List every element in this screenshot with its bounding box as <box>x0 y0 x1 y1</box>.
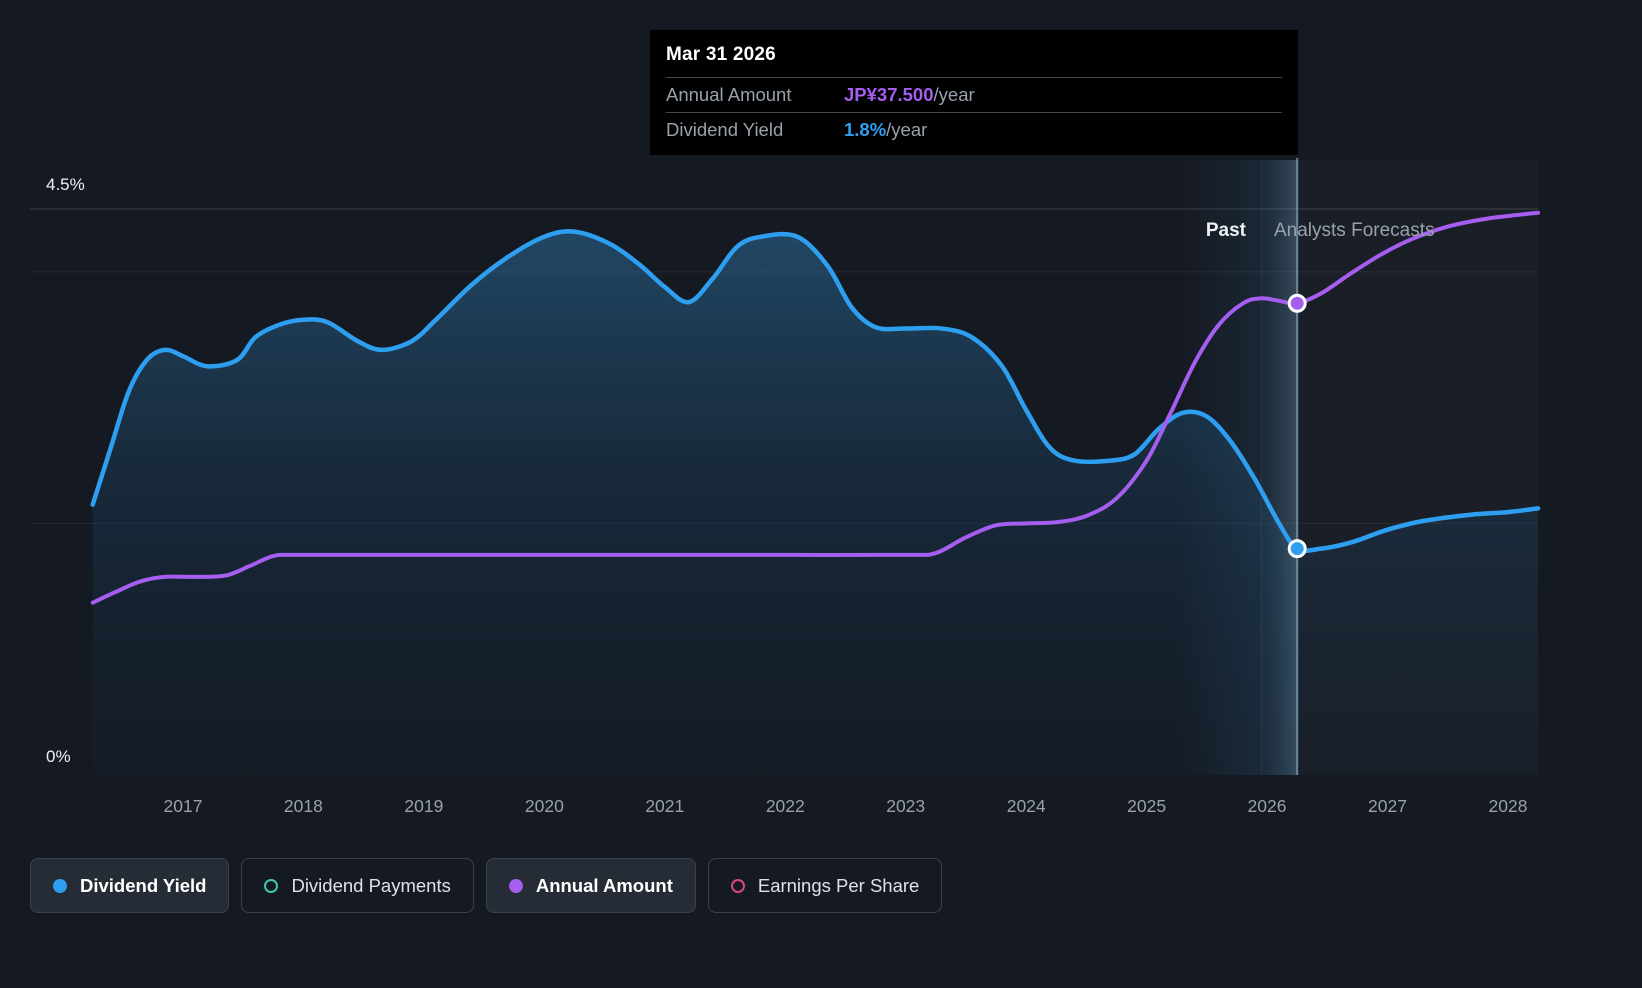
x-tick-2028: 2028 <box>1488 796 1528 816</box>
x-tick-2026: 2026 <box>1247 796 1287 816</box>
tooltip-value-suffix: /year <box>886 119 928 140</box>
legend-marker-dividend-yield-icon <box>53 878 67 893</box>
marker-dividend-yield[interactable] <box>1287 539 1307 559</box>
dividend-yield-line <box>90 229 1541 553</box>
legend-item-earnings-per-share[interactable]: Earnings Per Share <box>707 858 943 913</box>
legend-item-label: Dividend Yield <box>80 874 207 896</box>
tooltip-label: Dividend Yield <box>666 119 784 140</box>
chart-legend: Dividend Yield Dividend Payments Annual Am… <box>30 858 943 913</box>
legend-item-dividend-yield[interactable]: Dividend Yield <box>30 858 230 913</box>
x-tick-2018: 2018 <box>283 796 323 816</box>
tooltip-value-suffix: /year <box>933 84 975 105</box>
tooltip-value: 1.8% <box>844 119 887 140</box>
y-axis-label-bottom: 0% <box>46 747 71 766</box>
y-axis-label-top: 4.5% <box>46 175 85 194</box>
x-tick-2027: 2027 <box>1368 796 1407 816</box>
chart-tooltip: Mar 31 2026 Annual Amount JP¥37.500/year… <box>650 30 1298 155</box>
hover-highlight-band <box>1176 160 1298 775</box>
x-tick-2021: 2021 <box>645 796 685 816</box>
marker-annual-amount[interactable] <box>1287 293 1307 313</box>
legend-item-dividend-payments[interactable]: Dividend Payments <box>241 858 474 913</box>
x-tick-2023: 2023 <box>886 796 926 816</box>
x-tick-2019: 2019 <box>404 796 444 816</box>
past-label: Past <box>1205 220 1246 241</box>
tooltip-label: Annual Amount <box>666 84 792 105</box>
legend-item-annual-amount[interactable]: Annual Amount <box>485 858 696 913</box>
legend-item-label: Earnings Per Share <box>757 874 920 896</box>
tooltip-row-annual-amount: Annual Amount JP¥37.500/year <box>666 77 1282 112</box>
x-tick-2022: 2022 <box>765 796 805 816</box>
legend-marker-annual-amount-icon <box>508 878 523 893</box>
tooltip-row-dividend-yield: Dividend Yield 1.8%/year <box>666 112 1282 147</box>
legend-marker-dividend-payments-icon <box>264 878 279 893</box>
analysts-forecasts-label: Analysts Forecasts <box>1274 220 1435 241</box>
x-tick-2024: 2024 <box>1006 796 1046 816</box>
x-tick-2020: 2020 <box>524 796 564 816</box>
tooltip-date: Mar 31 2026 <box>666 44 776 65</box>
legend-marker-earnings-per-share-icon <box>730 878 745 893</box>
annual-amount-line <box>90 210 1541 605</box>
legend-item-label: Annual Amount <box>535 874 673 896</box>
legend-item-label: Dividend Payments <box>291 874 451 896</box>
tooltip-value: JP¥37.500 <box>844 84 934 105</box>
x-tick-2017: 2017 <box>163 796 203 816</box>
x-tick-2025: 2025 <box>1127 796 1167 816</box>
